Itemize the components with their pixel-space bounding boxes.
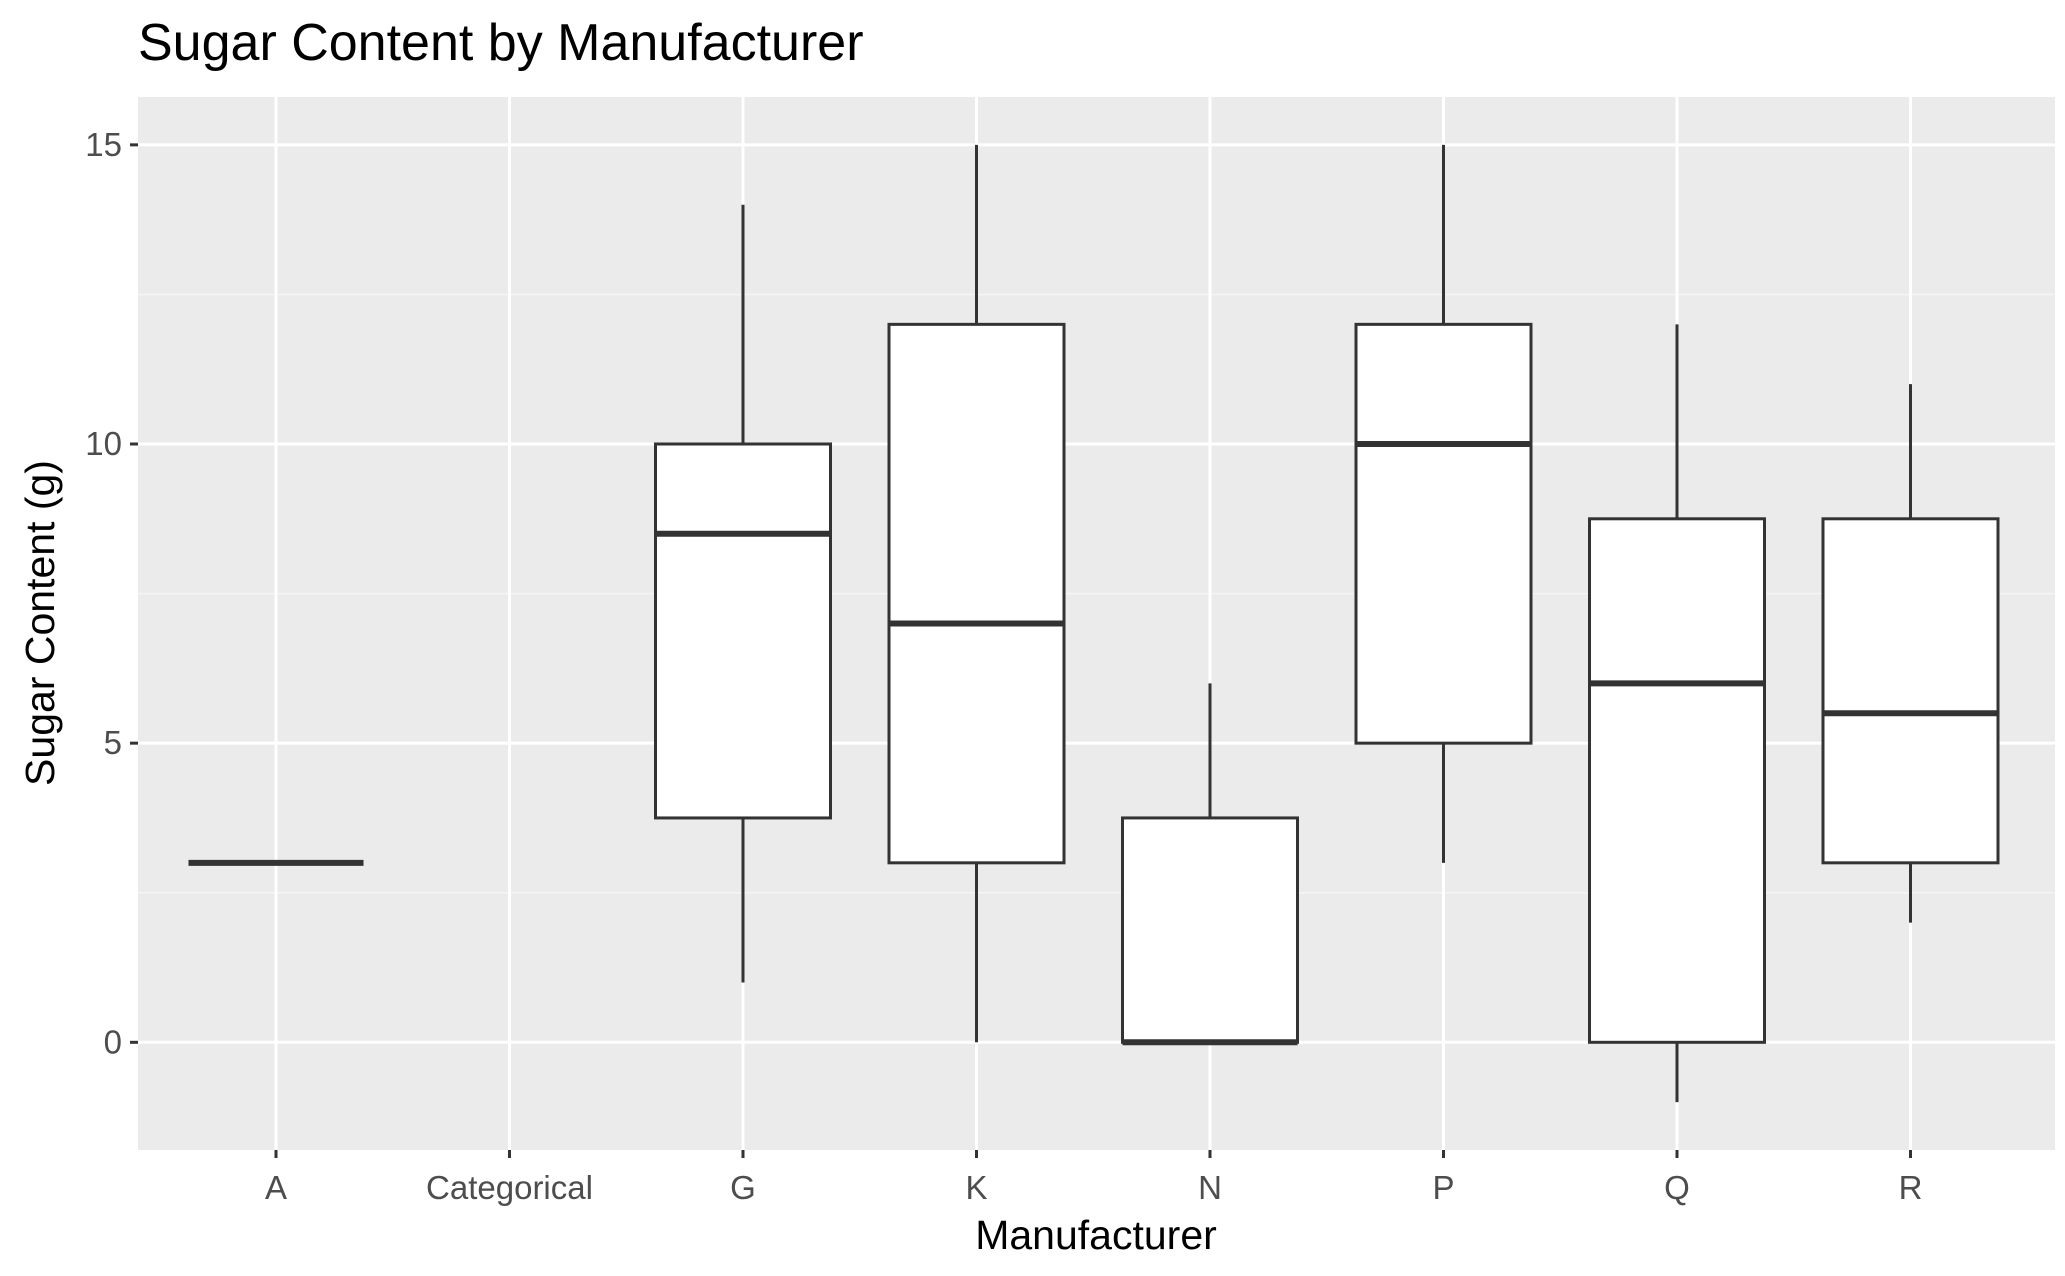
x-tick-label: Q — [1664, 1169, 1690, 1206]
box-n — [1121, 683, 1299, 1046]
x-tick-label: R — [1899, 1169, 1923, 1206]
x-axis: A Categorical G K N P Q R — [265, 1150, 1922, 1206]
box-iqr — [654, 442, 832, 820]
x-tick-label: G — [730, 1169, 756, 1206]
box-k — [887, 144, 1066, 1043]
y-tick-label: 5 — [104, 724, 122, 761]
chart-title: Sugar Content by Manufacturer — [138, 14, 864, 72]
y-tick-label: 15 — [85, 126, 122, 163]
y-tick-label: 10 — [85, 425, 122, 462]
x-tick-label: P — [1432, 1169, 1454, 1206]
y-axis: 0 5 10 15 — [85, 126, 138, 1060]
box-iqr — [887, 322, 1066, 865]
plot-panel — [138, 97, 2055, 1150]
boxplot-marks — [188, 144, 2000, 1103]
box-q — [1588, 324, 1766, 1103]
box-r — [1821, 384, 2000, 923]
box-iqr — [1821, 517, 2000, 865]
x-tick-label: N — [1198, 1169, 1222, 1206]
box-iqr — [1121, 816, 1299, 1044]
x-tick-label: Categorical — [426, 1169, 593, 1206]
x-tick-label: A — [265, 1169, 287, 1206]
x-tick-label: K — [965, 1169, 987, 1206]
box-iqr — [1588, 517, 1766, 1044]
y-axis-title: Sugar Content (g) — [17, 460, 63, 786]
box-iqr — [1354, 322, 1533, 745]
y-tick-label: 0 — [104, 1023, 122, 1060]
box-g — [654, 204, 832, 983]
box-p — [1354, 144, 1533, 863]
x-axis-title: Manufacturer — [975, 1212, 1217, 1258]
